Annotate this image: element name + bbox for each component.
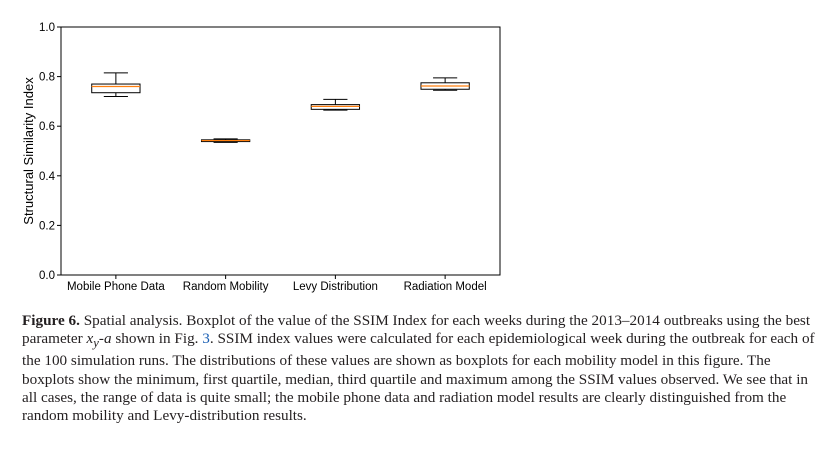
figure-caption: Figure 6. Spatial analysis. Boxplot of t… <box>22 312 822 425</box>
x-tick-label-2: Levy Distribution <box>293 281 378 293</box>
x-tick-label-0: Mobile Phone Data <box>67 281 165 293</box>
caption-math-base: x <box>86 330 94 348</box>
mobile-phone-data-box <box>91 83 141 94</box>
y-tick-label-5: 1.0 <box>39 22 55 34</box>
caption-text-part2: shown in Fig. <box>115 330 199 348</box>
boxplot-chart: 0.0 0.2 0.4 0.6 0.8 1.0 Structural Similarity … <box>21 22 501 293</box>
caption-text-part1: Spatial analysis. Boxplot of the value o… <box>22 312 811 348</box>
x-tick-label-1: Random Mobility <box>183 281 269 293</box>
caption-math-parameter: xy-a <box>86 330 112 351</box>
caption-math-suffix: -a <box>98 330 112 348</box>
caption-text-part3: . SSIM index values were calculated for … <box>22 330 815 425</box>
figure-reference-link[interactable]: 3 <box>202 330 210 348</box>
y-tick-label-1: 0.2 <box>39 220 55 232</box>
y-tick-label-2: 0.4 <box>39 171 56 183</box>
figure-panel: 0.0 0.2 0.4 0.6 0.8 1.0 Structural Similarity … <box>21 22 501 293</box>
y-tick-label-0: 0.0 <box>39 270 55 282</box>
levy-distribution-box <box>310 104 361 110</box>
plot-frame <box>60 26 501 276</box>
y-axis-label: Structural Similarity Index <box>21 77 36 225</box>
caption-math-sub: y <box>93 336 99 351</box>
y-tick-label-3: 0.6 <box>39 121 55 133</box>
caption-label: Figure 6. <box>22 312 80 329</box>
y-tick-label-4: 0.8 <box>39 72 55 84</box>
x-tick-label-3: Radiation Model <box>404 281 487 293</box>
